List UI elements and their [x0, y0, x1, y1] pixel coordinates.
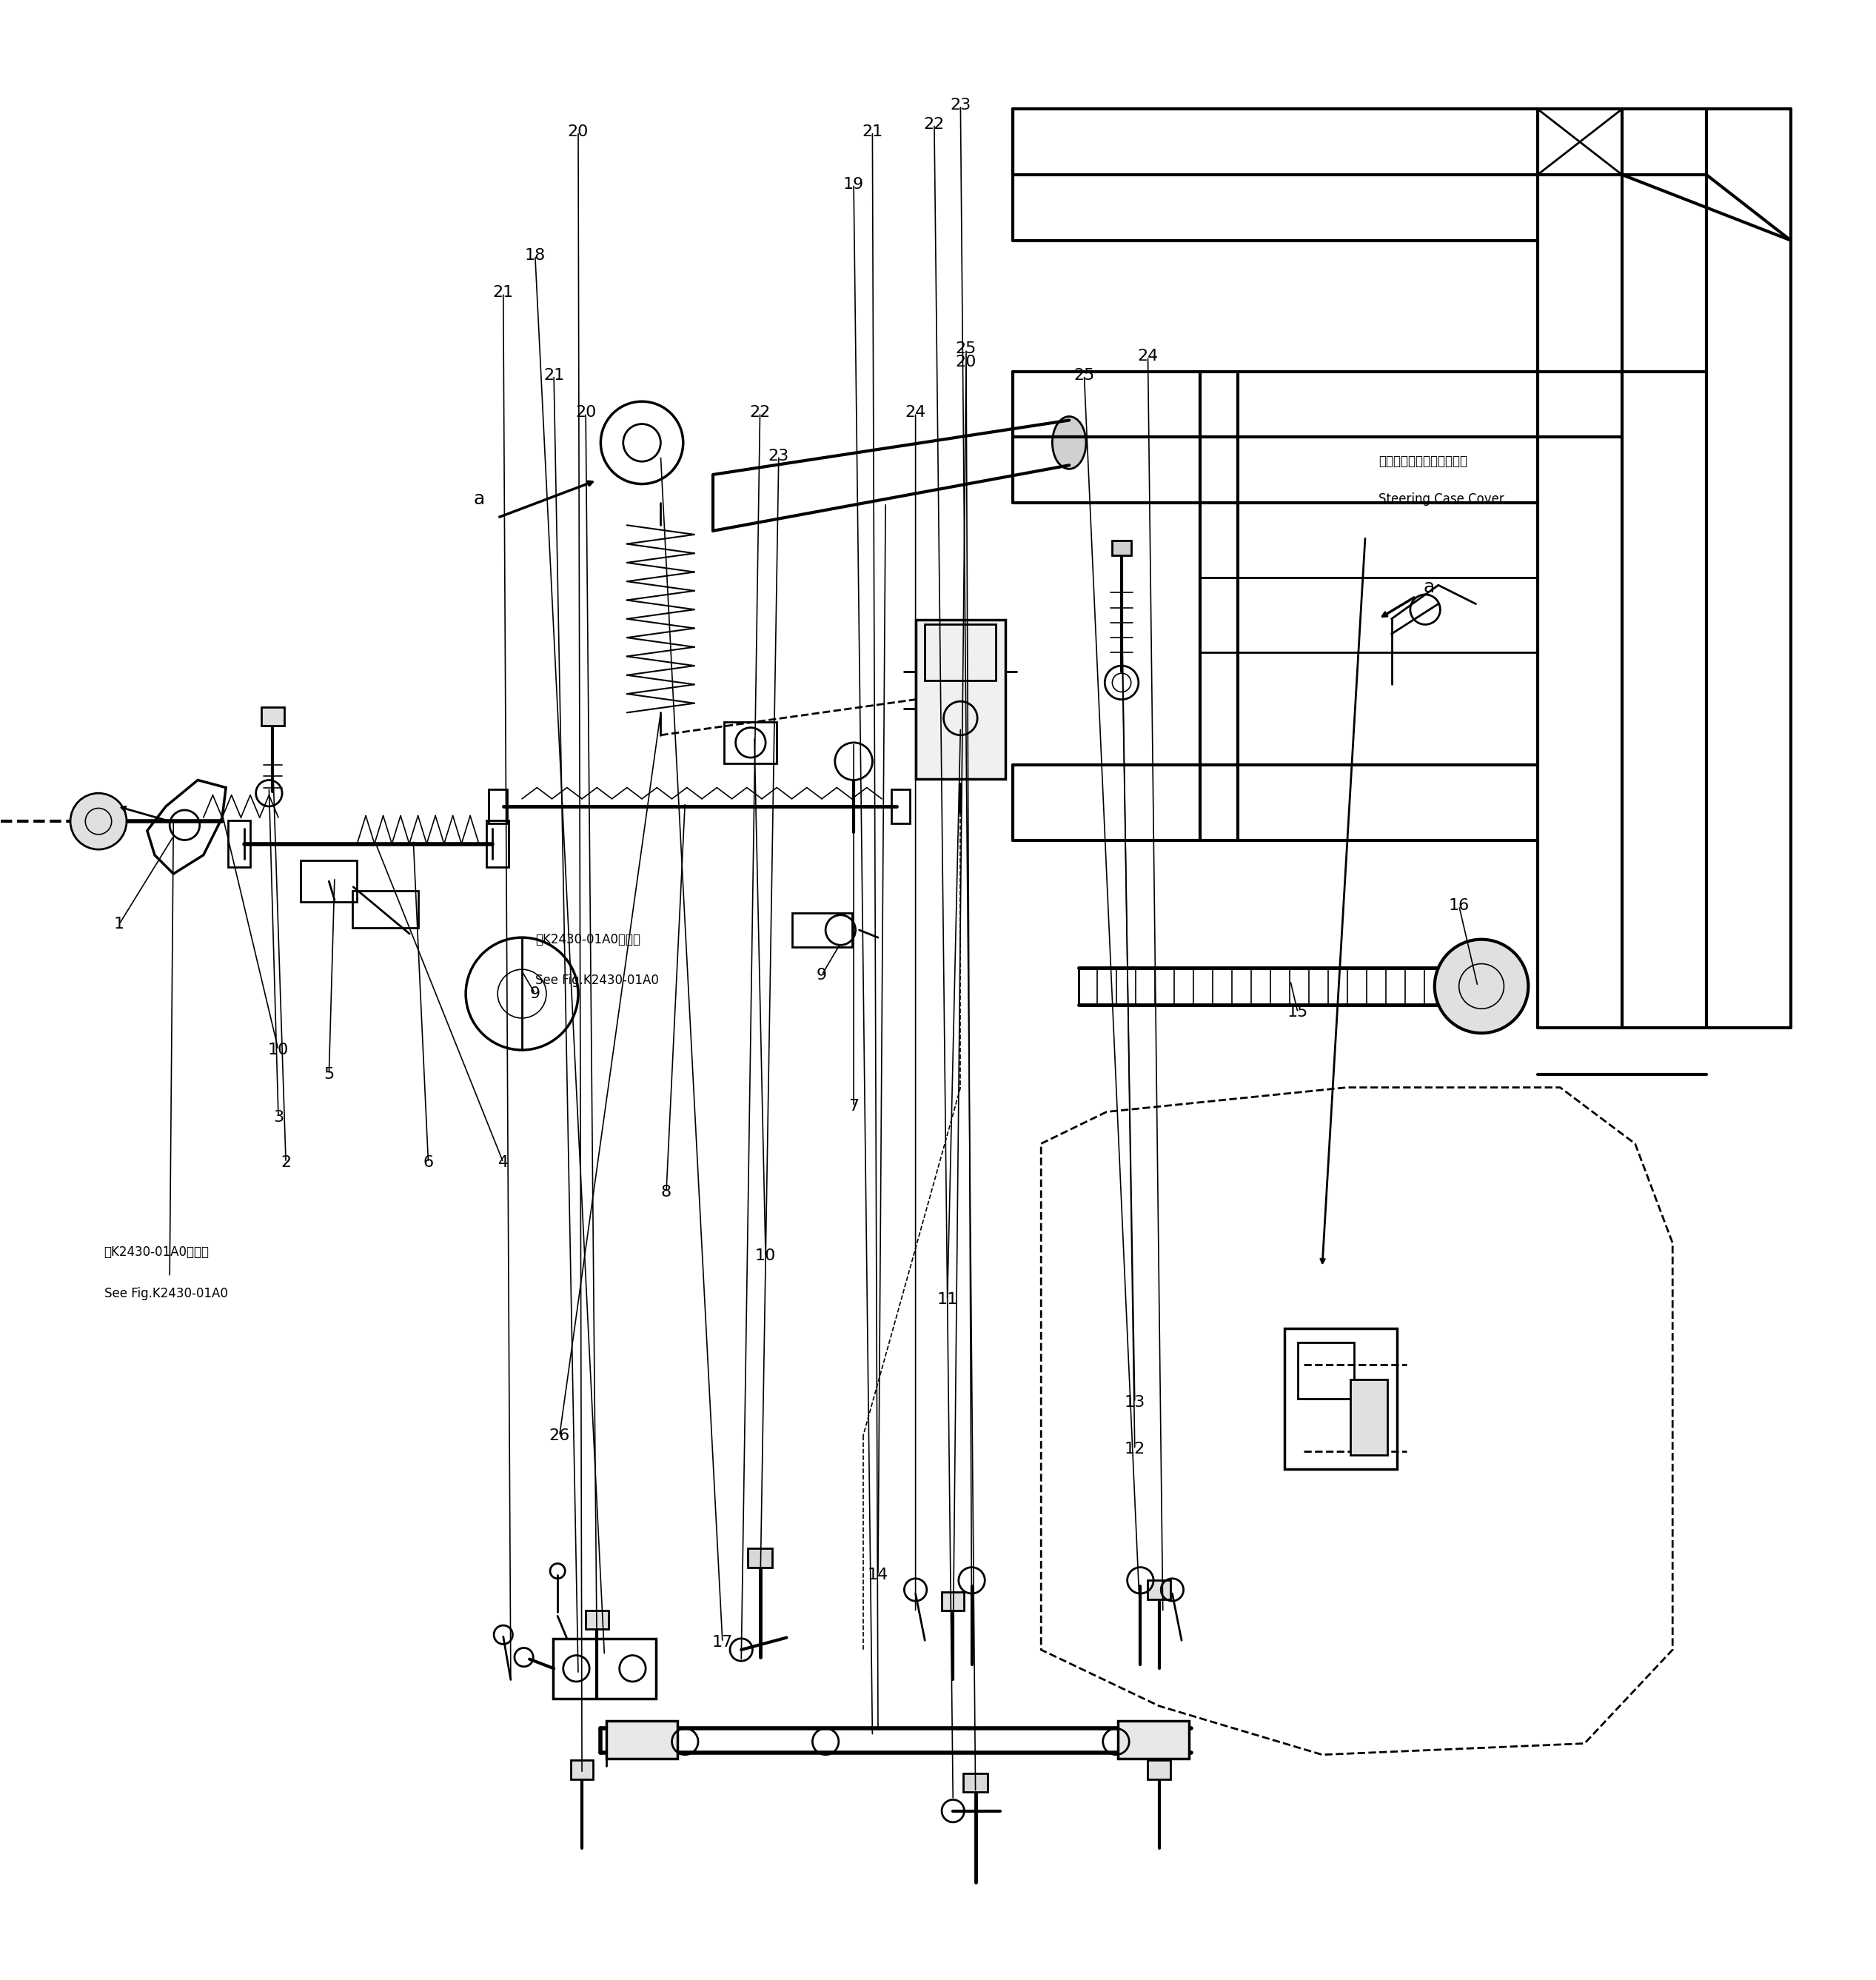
Bar — [915, 620, 1006, 780]
Bar — [891, 790, 910, 824]
Bar — [792, 913, 852, 946]
Text: 20: 20 — [568, 125, 589, 139]
Text: 16: 16 — [1448, 899, 1469, 913]
Bar — [553, 1639, 657, 1699]
Text: 25: 25 — [955, 343, 977, 356]
Text: 3: 3 — [274, 1111, 283, 1125]
Text: 第K2430-01A0図参照: 第K2430-01A0図参照 — [103, 1245, 210, 1259]
Bar — [606, 1721, 677, 1758]
Text: 23: 23 — [949, 97, 972, 113]
Text: 22: 22 — [923, 117, 946, 131]
Text: 17: 17 — [713, 1635, 734, 1649]
Bar — [353, 891, 418, 929]
Bar — [227, 820, 250, 867]
Text: 13: 13 — [1124, 1396, 1144, 1410]
Bar — [1118, 1721, 1189, 1758]
Bar — [486, 820, 508, 867]
Bar — [1118, 1721, 1189, 1758]
Text: 24: 24 — [1137, 348, 1157, 364]
Text: 14: 14 — [867, 1568, 889, 1582]
Text: 5: 5 — [325, 1067, 334, 1081]
Bar — [261, 707, 283, 727]
Bar — [570, 1760, 593, 1780]
Text: 25: 25 — [1073, 368, 1096, 382]
Text: 10: 10 — [756, 1249, 777, 1263]
Text: See Fig.K2430-01A0: See Fig.K2430-01A0 — [535, 974, 658, 988]
Text: 20: 20 — [955, 354, 977, 370]
Bar — [488, 790, 507, 824]
Bar — [962, 1774, 987, 1792]
Bar — [606, 1721, 677, 1758]
Text: a: a — [473, 491, 484, 507]
Text: 6: 6 — [424, 1154, 433, 1170]
Text: 11: 11 — [936, 1291, 959, 1307]
Bar — [724, 723, 777, 762]
Text: 15: 15 — [1287, 1006, 1308, 1020]
Bar — [585, 1610, 608, 1630]
Text: 8: 8 — [660, 1184, 672, 1200]
Text: 10: 10 — [268, 1043, 289, 1057]
Text: 18: 18 — [525, 248, 546, 263]
Circle shape — [1435, 939, 1529, 1034]
Bar — [925, 624, 996, 681]
Bar — [1148, 1580, 1171, 1600]
Circle shape — [71, 794, 126, 849]
Text: 24: 24 — [904, 406, 927, 420]
Text: 21: 21 — [861, 125, 884, 139]
Bar — [300, 861, 356, 903]
Text: a: a — [1424, 578, 1435, 596]
Ellipse shape — [1052, 416, 1086, 469]
Text: 4: 4 — [497, 1154, 508, 1170]
Bar — [1298, 1342, 1354, 1398]
Text: 21: 21 — [493, 285, 514, 301]
Text: 7: 7 — [848, 1099, 859, 1113]
Text: 19: 19 — [842, 176, 865, 192]
Text: 第K2430-01A0図参照: 第K2430-01A0図参照 — [535, 933, 640, 946]
Bar — [749, 1548, 773, 1568]
Bar — [1285, 1329, 1398, 1469]
Text: 21: 21 — [544, 368, 565, 382]
Text: 9: 9 — [816, 968, 827, 982]
Text: 1: 1 — [114, 917, 124, 933]
Bar — [1148, 1760, 1171, 1780]
Text: 2: 2 — [281, 1154, 291, 1170]
Text: 23: 23 — [769, 447, 790, 463]
Text: See Fig.K2430-01A0: See Fig.K2430-01A0 — [103, 1287, 227, 1301]
Bar — [1112, 541, 1131, 554]
Text: 26: 26 — [550, 1430, 570, 1443]
Bar — [1351, 1380, 1388, 1455]
Text: 20: 20 — [576, 406, 597, 420]
Text: 22: 22 — [750, 406, 771, 420]
Bar — [942, 1592, 964, 1610]
Text: ステアリングケースカバー: ステアリングケースカバー — [1379, 455, 1467, 467]
Text: Steering Case Cover: Steering Case Cover — [1379, 493, 1505, 505]
Text: 9: 9 — [529, 986, 540, 1002]
Text: 12: 12 — [1124, 1441, 1144, 1457]
